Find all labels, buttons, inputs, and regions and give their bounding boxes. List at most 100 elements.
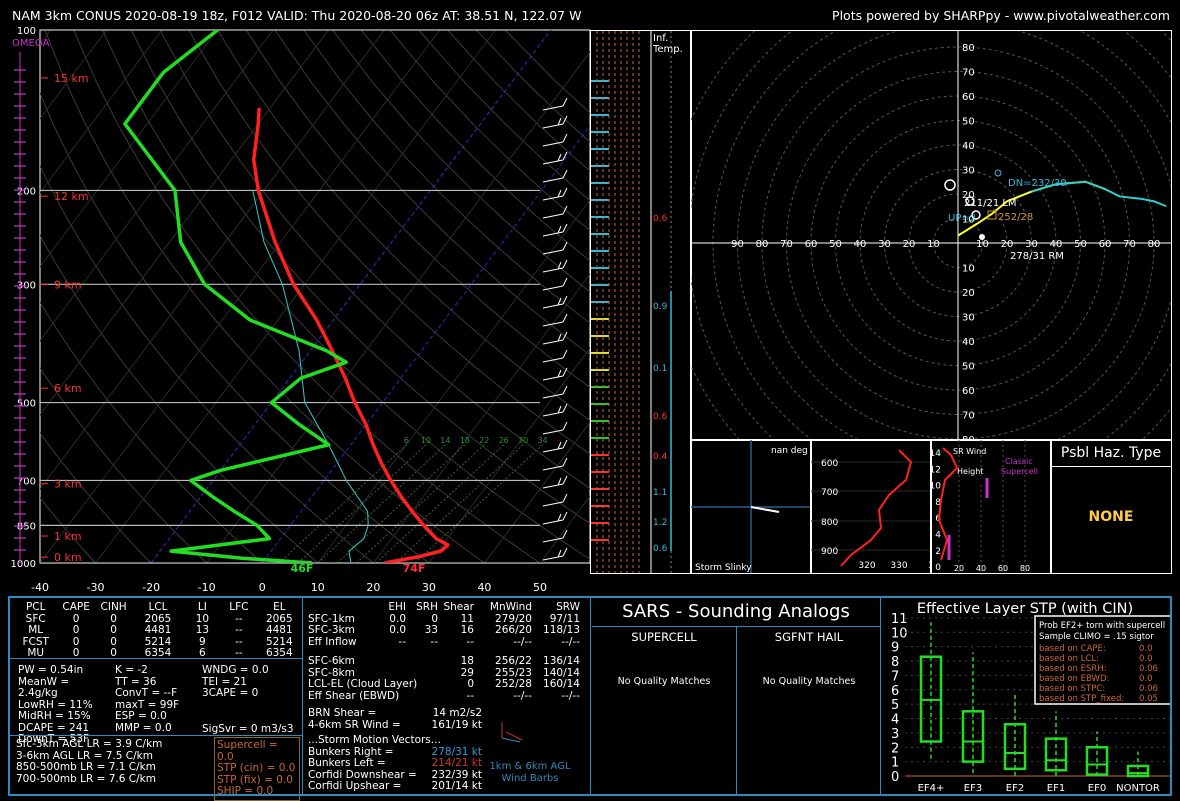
- slinky-title: nan deg: [771, 446, 808, 456]
- hodo-xtick: 30: [878, 239, 891, 250]
- sr-label-2: Height: [957, 467, 983, 476]
- mixing-ratio-line: [395, 444, 524, 563]
- supercell-value: STP (fix) = 0.0: [217, 773, 293, 786]
- hodograph-chart: 9080706050403020101020304050607080901807…: [663, 0, 1180, 538]
- stp-based-value: 0.06: [1139, 664, 1158, 674]
- pressure-tick: 850: [17, 521, 36, 532]
- hodo-ytick: 80: [962, 43, 975, 54]
- kinematics-cell: 0: [431, 612, 438, 625]
- hodo-ytick: 70: [962, 68, 975, 79]
- index-value: TEI = 21: [202, 675, 247, 688]
- stp-category: EF1: [1047, 783, 1065, 794]
- index-value: K = -2: [115, 664, 148, 676]
- hodo-xtick: 10: [976, 239, 989, 250]
- kinematics-cell: --/--: [513, 689, 532, 702]
- parcel-cell: 0: [72, 624, 80, 636]
- wind-barb: [542, 295, 568, 309]
- stp-category: EF2: [1006, 783, 1024, 794]
- isotherm: [40, 30, 441, 563]
- dry-adiabat: [274, 30, 590, 356]
- omega-label: OMEGA: [12, 38, 50, 49]
- hodo-xtick: 50: [1074, 239, 1087, 250]
- indices-col1: PW = 0.54in MeanW = 2.4g/kg LowRH = 11% Mid…: [18, 664, 106, 746]
- stp-ytick: 9: [891, 641, 899, 656]
- isotherm: [40, 30, 163, 194]
- kinematics-table: EHI SRH Shear MnWind SRW SFC-1km 0.0 0 11 279/20 9…: [308, 601, 590, 793]
- wind-barb: [542, 169, 568, 183]
- hodo-marker: [971, 210, 981, 220]
- kinematics-cell: SRW: [556, 601, 580, 613]
- sr-xtick: 20: [954, 564, 964, 573]
- wind-barb: [542, 277, 568, 291]
- parcel-cell: 9: [199, 635, 206, 648]
- mixing-ratio-line: [317, 444, 446, 563]
- wind-barb: [542, 547, 568, 561]
- stp-based-label: based on STP_fixed:: [1039, 694, 1124, 704]
- stp-box: [1044, 737, 1068, 772]
- theta-ytick: 600: [821, 459, 838, 469]
- stp-box: [1003, 723, 1027, 771]
- parcel-row: FCST 0 0 5214 9 -- 5214: [14, 635, 302, 649]
- temp-tick: -10: [198, 581, 216, 594]
- kinematics-cell: 0: [467, 678, 474, 690]
- lapse-rate: 3-6km AGL LR = 7.5 C/km: [16, 749, 153, 762]
- hodo-annotation: DN=232/39: [1008, 178, 1067, 189]
- index-value: ConvT = --F: [115, 687, 178, 699]
- hodo-xtick: 40: [1050, 239, 1063, 250]
- sr-ytick: 2: [935, 547, 941, 557]
- parcel-cell: EL: [273, 601, 286, 613]
- parcel-cell: 5214: [265, 635, 293, 648]
- hodo-annotation: 211/21 LM: [964, 198, 1017, 209]
- sr-ytick: 8: [935, 498, 941, 508]
- indices-col3: WNDG = 0.0 TEI = 21 3CAPE = 0: [202, 664, 300, 734]
- index-value: WNDG = 0.0: [202, 664, 269, 676]
- hodo-xtick: 40: [854, 239, 867, 250]
- wind-barb: [542, 205, 568, 219]
- stp-ytick: 0: [891, 770, 899, 785]
- hodo-ring: [737, 22, 1179, 464]
- hodo-marker: [987, 210, 997, 220]
- stp-based-value: 0.06: [1139, 684, 1158, 694]
- srwind-panel: 14 12 10 8 6 4 2 0 20 40 60 80 SR Wind Height Classic S…: [930, 439, 1052, 574]
- parcel-cell: 4481: [144, 624, 172, 636]
- kinematics-pair: Corfidi Upshear = 201/14 kt: [308, 780, 590, 793]
- parcel-cell: 0: [110, 635, 117, 648]
- sr-ytick: 14: [931, 449, 941, 459]
- hodo-annotation: 252/28: [998, 212, 1033, 223]
- hodo-ytick: 10: [962, 215, 975, 226]
- hazard-title: Psbl Haz. Type: [1051, 440, 1171, 467]
- kinematics-pair: Bunkers Left = 214/21 kt: [308, 757, 590, 770]
- sr-label: SR Wind: [953, 447, 986, 456]
- height-label: 3 km: [54, 478, 82, 491]
- hodo-ytick: 60: [962, 386, 975, 397]
- skewt-frame: [39, 29, 591, 564]
- temp-tick: -40: [31, 581, 49, 594]
- dry-adiabat: [303, 30, 590, 324]
- slinky-label: Storm Slinky: [695, 563, 752, 573]
- wind-barb: [542, 457, 568, 471]
- height-label: 0 km: [54, 551, 82, 564]
- index-value: ESP = 0.0: [115, 710, 167, 722]
- theta-chart: 6007008009003203303: [811, 449, 934, 571]
- storm-motion-title: ...Storm Motion Vectors...: [308, 734, 441, 746]
- kinematics-pair: Corfidi Downshear = 232/39 kt: [308, 769, 590, 782]
- stp-chart: Effective Layer STP (with CIN)1110987654…: [891, 601, 1170, 794]
- theta-xtick: 320: [858, 561, 875, 571]
- parcel-cell: 0: [72, 647, 80, 659]
- parcel-cell: 13: [195, 624, 210, 636]
- stp-category: EF0: [1088, 783, 1106, 794]
- temp-tick: 0: [259, 581, 266, 594]
- kinematics-cell: 29: [460, 666, 474, 679]
- height-label: 15 km: [54, 72, 89, 85]
- inf-value: 0.6: [653, 412, 668, 422]
- parcel-table: PCL CAPE CINH LCL LI LFC EL SFC 0 0 2065 10 -- 2065 ML…: [14, 601, 302, 660]
- parcel-cell: LCL: [148, 601, 168, 613]
- hodo-xtick: 70: [1123, 239, 1136, 250]
- lapse-rates: Sfc-3km AGL LR = 3.9 C/km 3-6km AGL LR = …: [16, 738, 216, 785]
- isotherm: [428, 347, 590, 563]
- kinematics-cell: 256/22: [495, 655, 532, 667]
- mixing-ratio-label: 26: [499, 436, 509, 445]
- hodo-xtick: 60: [1099, 239, 1112, 250]
- hodo-marker: [994, 169, 1002, 177]
- mixing-ratio-line: [414, 444, 543, 563]
